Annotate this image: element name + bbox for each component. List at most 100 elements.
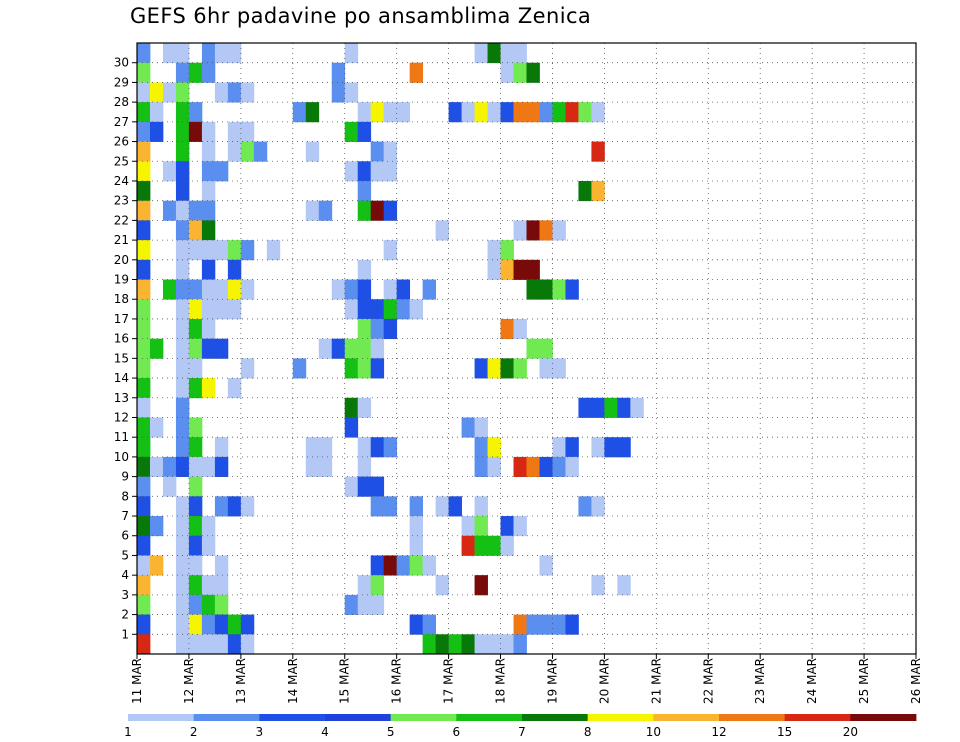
heatmap-cell <box>201 62 216 83</box>
heatmap-cell <box>591 437 605 458</box>
heatmap-cell <box>137 240 151 261</box>
heatmap-cell <box>162 43 177 64</box>
heatmap-cell <box>370 358 385 379</box>
heatmap-cell <box>175 200 190 221</box>
heatmap-cell <box>474 456 488 478</box>
heatmap-cell <box>370 496 385 517</box>
heatmap-cell <box>383 496 398 517</box>
heatmap-cell <box>422 634 437 655</box>
heatmap-cell <box>175 161 190 182</box>
y-tick-label: 9 <box>121 470 129 484</box>
heatmap-cell <box>370 338 385 359</box>
heatmap-cell <box>214 43 229 64</box>
heatmap-cell <box>188 594 203 615</box>
heatmap-cell <box>409 496 424 517</box>
heatmap-cell <box>227 614 242 635</box>
heatmap-cell <box>383 299 398 320</box>
colorbar-label: 20 <box>843 725 858 739</box>
heatmap-cell <box>318 338 333 359</box>
heatmap-cell <box>137 575 151 596</box>
heatmap-cell <box>214 594 229 615</box>
heatmap-cell <box>227 299 242 320</box>
colorbar-swatch <box>784 714 851 721</box>
x-tick-label: 23 MAR <box>753 658 767 704</box>
plot-frame <box>136 42 917 655</box>
heatmap-cell <box>201 378 216 399</box>
colorbar-label: 1 <box>124 725 132 739</box>
heatmap-cell <box>175 614 190 635</box>
x-tick-label: 25 MAR <box>857 658 871 704</box>
y-tick-label: 2 <box>121 608 129 622</box>
heatmap-cell <box>201 43 216 64</box>
heatmap-cell <box>409 555 424 576</box>
heatmap-cell <box>591 397 605 418</box>
heatmap-cell <box>591 180 605 202</box>
heatmap-cell <box>214 437 229 458</box>
heatmap-cell <box>201 240 216 261</box>
heatmap-cell <box>578 102 592 123</box>
heatmap-cell <box>201 456 216 478</box>
colorbar-label: 3 <box>256 725 264 739</box>
heatmap-cell <box>201 614 216 635</box>
heatmap-cell <box>539 279 553 300</box>
colorbar-swatch <box>522 714 589 721</box>
heatmap-cell <box>175 121 190 142</box>
heatmap-cell <box>214 240 229 261</box>
heatmap-cell <box>344 299 359 320</box>
heatmap-cell <box>500 102 514 123</box>
y-tick-label: 17 <box>114 312 129 326</box>
heatmap-cell <box>175 180 190 202</box>
heatmap-cell <box>137 496 151 517</box>
heatmap-cell <box>201 121 216 142</box>
colorbar-label: 7 <box>518 725 526 739</box>
heatmap-cell <box>188 476 203 497</box>
heatmap-cell <box>331 279 346 300</box>
heatmap-cell <box>162 200 177 221</box>
heatmap-cell <box>214 496 229 517</box>
heatmap-cell <box>487 240 501 261</box>
heatmap-cell <box>214 575 229 596</box>
heatmap-cell <box>137 634 151 655</box>
heatmap-cell <box>137 397 151 418</box>
heatmap-cell <box>357 259 372 280</box>
heatmap-cell <box>357 437 372 458</box>
heatmap-cell <box>461 634 475 655</box>
heatmap-cell <box>578 397 592 418</box>
heatmap-cell <box>513 43 527 64</box>
heatmap-cell <box>149 121 164 142</box>
heatmap-cell <box>526 62 540 83</box>
heatmap-cell <box>591 575 605 596</box>
heatmap-cell <box>370 594 385 615</box>
heatmap-cell <box>539 220 553 241</box>
heatmap-cell <box>357 338 372 359</box>
x-tick-label: 18 MAR <box>494 658 508 704</box>
heatmap-cell <box>474 43 488 64</box>
heatmap-cell <box>500 62 514 83</box>
heatmap-cell <box>331 82 346 103</box>
heatmap-cell <box>214 634 229 655</box>
heatmap-cell <box>396 555 411 576</box>
y-tick-label: 21 <box>114 233 129 247</box>
heatmap-cell <box>396 279 411 300</box>
heatmap-cell <box>630 397 644 418</box>
y-tick-label: 23 <box>114 194 129 208</box>
heatmap-cell <box>552 456 566 478</box>
y-tick-label: 30 <box>114 56 129 70</box>
heatmap-cell <box>175 279 190 300</box>
x-tick-label: 17 MAR <box>442 658 456 704</box>
heatmap-cell <box>357 102 372 123</box>
heatmap-cell <box>357 358 372 379</box>
heatmap-cell <box>422 555 437 576</box>
heatmap-cell <box>604 437 618 458</box>
heatmap-cell <box>175 397 190 418</box>
heatmap-cell <box>357 279 372 300</box>
heatmap-cell <box>565 437 579 458</box>
colorbar-label: 4 <box>321 725 329 739</box>
heatmap-cell <box>487 535 501 556</box>
heatmap-cell <box>513 634 527 655</box>
heatmap-cell <box>461 417 475 438</box>
heatmap-cell <box>305 102 320 123</box>
colorbar-swatch <box>850 714 917 721</box>
heatmap-cell <box>331 338 346 359</box>
heatmap-cell <box>552 279 566 300</box>
